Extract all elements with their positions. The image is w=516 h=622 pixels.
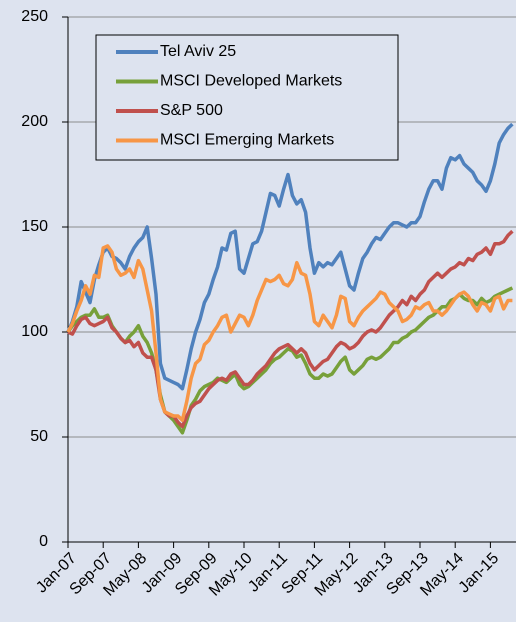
y-tick-label: 0 [39, 533, 48, 550]
legend-label: MSCI Emerging Markets [160, 132, 334, 149]
series-line [67, 229, 514, 429]
y-tick-label: 250 [21, 8, 48, 25]
series-line [66, 244, 513, 422]
series-line [66, 122, 514, 391]
y-tick-label: 150 [21, 218, 48, 235]
y-tick-label: 50 [30, 428, 48, 445]
legend-label: S&P 500 [160, 102, 223, 119]
legend-label: MSCI Developed Markets [160, 73, 342, 90]
y-tick-label: 100 [21, 323, 48, 340]
y-tick-label: 200 [21, 113, 48, 130]
legend-label: Tel Aviv 25 [160, 43, 236, 60]
